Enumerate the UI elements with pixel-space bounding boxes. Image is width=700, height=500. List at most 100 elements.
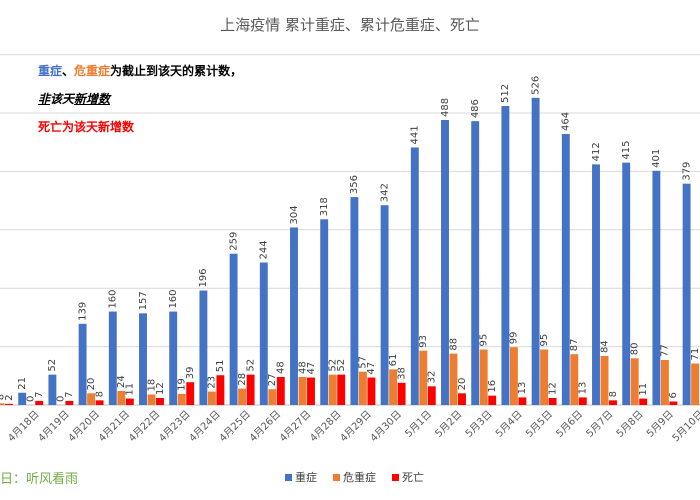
group-1-bar-2 bbox=[65, 400, 74, 405]
group-5-label-0: 160 bbox=[168, 289, 179, 308]
note-line-1: 重症、危重症为截止到该天的累计数， bbox=[38, 64, 242, 79]
group-20-bar-0 bbox=[622, 162, 631, 405]
group-8-label-2: 48 bbox=[276, 361, 287, 374]
group-14-label-1: 88 bbox=[448, 338, 459, 351]
legend-swatch-1 bbox=[333, 474, 340, 481]
group-20-label-2: 11 bbox=[638, 383, 649, 396]
group-11-label-0: 356 bbox=[349, 175, 360, 194]
group-7-bar-1 bbox=[238, 388, 247, 405]
x-tick-label: 5月3日 bbox=[463, 408, 495, 440]
group-20-label-0: 415 bbox=[621, 141, 632, 160]
group-12-bar-0 bbox=[380, 205, 389, 405]
x-tick-label: 5月1日 bbox=[403, 408, 435, 440]
note-new: 新增数 bbox=[74, 92, 111, 106]
group-1-label-2: 7 bbox=[64, 392, 75, 398]
group-2-bar-2 bbox=[95, 400, 104, 405]
note-sep: 、 bbox=[62, 64, 75, 78]
group-9-bar-0 bbox=[290, 227, 298, 405]
group-12-label-2: 38 bbox=[396, 367, 407, 380]
x-tick-label: 5月6日 bbox=[554, 408, 586, 440]
group-18-bar-2 bbox=[578, 397, 587, 405]
group-3-bar-2 bbox=[125, 398, 134, 405]
group-11-label-1: 57 bbox=[358, 356, 369, 369]
bars bbox=[0, 97, 700, 406]
group-2-label-0: 139 bbox=[77, 302, 88, 321]
x-tick-label: 5月5日 bbox=[523, 408, 555, 440]
x-tick-label: 4月29日 bbox=[338, 408, 374, 444]
group-4-bar-2 bbox=[156, 397, 164, 405]
x-tick-label: 4月28日 bbox=[308, 408, 344, 444]
group-10-label-0: 318 bbox=[319, 197, 330, 216]
group-22-label-1: 71 bbox=[690, 348, 700, 361]
x-tick-label: 4月24日 bbox=[187, 408, 223, 444]
legend: 重症 危重症 死亡 bbox=[285, 470, 424, 484]
group-5-bar-2 bbox=[186, 382, 195, 405]
group-22-label-0: 379 bbox=[681, 162, 692, 181]
group-9-bar-2 bbox=[307, 377, 315, 405]
x-tick-label: 4月21日 bbox=[96, 408, 132, 444]
note-severe: 重症 bbox=[38, 64, 63, 78]
group-17-bar-1 bbox=[540, 349, 549, 405]
group-7-label-0: 259 bbox=[228, 232, 239, 251]
group-1-bar-0 bbox=[48, 374, 57, 405]
group-5-bar-0 bbox=[169, 311, 178, 405]
group-5-bar-1 bbox=[177, 393, 186, 405]
x-tick-label: 5月10日 bbox=[670, 408, 700, 444]
group-4-bar-0 bbox=[139, 313, 147, 405]
group-4-label-1: 18 bbox=[146, 379, 157, 392]
group-18-label-0: 464 bbox=[561, 112, 572, 131]
note-that-day: 该天 bbox=[50, 92, 75, 106]
group-20-bar-2 bbox=[639, 398, 648, 405]
group-10-bar-1 bbox=[328, 374, 337, 405]
group-8-bar-1 bbox=[268, 389, 277, 405]
group-3-bar-0 bbox=[108, 311, 117, 405]
group-17-bar-0 bbox=[531, 97, 540, 405]
group-17-bar-2 bbox=[548, 397, 557, 405]
group-21-bar-2 bbox=[669, 401, 678, 405]
group-3-bar-1 bbox=[117, 390, 126, 405]
group-17-label-0: 526 bbox=[530, 76, 541, 95]
group-11-bar-2 bbox=[367, 377, 376, 405]
group-2-bar-1 bbox=[87, 393, 96, 405]
group-13-bar-1 bbox=[419, 350, 428, 405]
x-tick-label: 4月20日 bbox=[66, 408, 102, 444]
x-tick-label: 4月30日 bbox=[368, 408, 404, 444]
group-0-label-0: 21 bbox=[17, 377, 28, 390]
legend-label-2: 死亡 bbox=[402, 470, 424, 484]
note-line-2: 非该天新增数 bbox=[38, 92, 110, 107]
group-16-bar-2 bbox=[518, 397, 527, 405]
group-2-label-2: 8 bbox=[94, 391, 105, 397]
group-14-label-0: 488 bbox=[440, 98, 451, 117]
x-tick-label: 4月25日 bbox=[217, 408, 253, 444]
group-1-label-0: 52 bbox=[47, 359, 58, 372]
group-18-label-2: 13 bbox=[578, 382, 589, 395]
group-2-label-1: 20 bbox=[86, 378, 97, 391]
group-16-label-2: 13 bbox=[517, 382, 528, 395]
group-19-bar-1 bbox=[600, 355, 609, 405]
x-tick-label: 5月4日 bbox=[493, 408, 525, 440]
group-14-bar-1 bbox=[449, 353, 458, 405]
group-17-label-1: 95 bbox=[539, 334, 550, 347]
group-13-bar-2 bbox=[427, 386, 436, 405]
group-15-bar-1 bbox=[479, 349, 488, 405]
group-7-bar-2 bbox=[246, 374, 255, 405]
group-15-bar-0 bbox=[471, 121, 480, 406]
group-18-label-1: 87 bbox=[569, 338, 580, 351]
legend-label-0: 重症 bbox=[295, 470, 317, 484]
note-comma: ， bbox=[230, 64, 243, 78]
group-9-label-1: 48 bbox=[297, 361, 308, 374]
group-8-label-0: 244 bbox=[259, 240, 270, 259]
group-13-label-0: 441 bbox=[410, 125, 421, 144]
group-11-label-2: 47 bbox=[366, 362, 377, 375]
x-tick-label: 4月22日 bbox=[126, 408, 162, 444]
x-tick-label: 4月19日 bbox=[36, 408, 72, 444]
group-16-label-0: 512 bbox=[500, 84, 511, 103]
partial-group-label-2: 2 bbox=[4, 394, 15, 400]
group-21-label-0: 401 bbox=[651, 149, 662, 168]
group-16-bar-0 bbox=[501, 105, 510, 405]
note-cumulative-text: 为截止到该天的 bbox=[110, 64, 195, 78]
data-labels: 1822107520713920816024111571812160193919… bbox=[0, 76, 700, 402]
group-7-bar-0 bbox=[229, 253, 238, 405]
group-8-bar-2 bbox=[276, 376, 285, 405]
group-4-label-0: 157 bbox=[138, 291, 149, 310]
